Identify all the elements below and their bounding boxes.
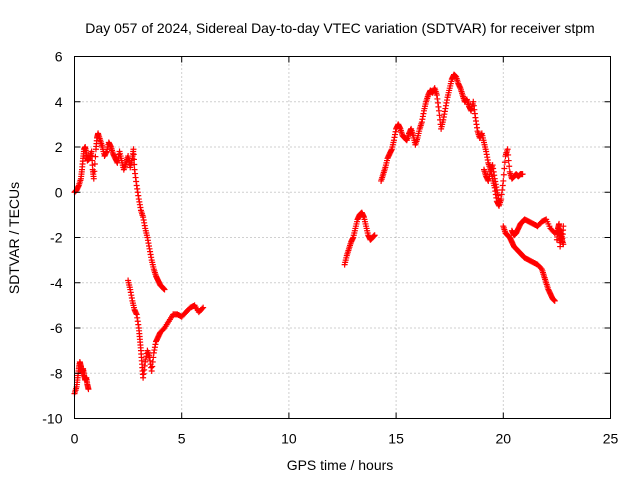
x-tick-label: 15: [388, 431, 404, 447]
data-point: [496, 198, 503, 205]
data-point: [90, 175, 97, 182]
y-tick-label: -10: [42, 411, 62, 427]
data-point: [130, 146, 137, 153]
data-point: [500, 177, 507, 184]
y-tick-label: -6: [50, 320, 63, 336]
data-point: [130, 151, 137, 158]
data-point: [505, 157, 512, 164]
data-point: [505, 151, 512, 158]
y-tick-label: 0: [55, 184, 63, 200]
data-point: [200, 304, 207, 311]
data-point: [371, 232, 378, 239]
data-points: [71, 71, 567, 397]
x-tick-label: 5: [178, 431, 186, 447]
x-axis-label: GPS time / hours: [287, 457, 394, 473]
data-point: [131, 161, 138, 168]
data-point: [560, 223, 567, 230]
data-point: [91, 168, 98, 175]
data-point: [556, 220, 563, 227]
y-tick-label: -4: [50, 275, 63, 291]
data-point: [519, 171, 526, 178]
grid-lines: [74, 56, 611, 419]
y-tick-label: 6: [55, 49, 63, 65]
data-point: [501, 159, 508, 166]
data-point: [91, 160, 98, 167]
data-point: [500, 171, 507, 178]
x-tick-label: 10: [281, 431, 297, 447]
y-tick-label: 2: [55, 139, 63, 155]
data-point: [506, 163, 513, 170]
chart-title: Day 057 of 2024, Sidereal Day-to-day VTE…: [85, 20, 594, 36]
data-point: [551, 297, 558, 304]
data-point: [199, 305, 206, 312]
x-tick-label: 0: [71, 431, 79, 447]
y-tick-label: 4: [55, 94, 63, 110]
y-tick-label: -8: [50, 365, 63, 381]
x-tick-label: 20: [496, 431, 512, 447]
y-tick-label: -2: [50, 230, 63, 246]
data-point: [85, 386, 92, 393]
data-point: [501, 165, 508, 172]
axis-ticks: 0 5 10 15 20 25 -10 -8 -6 -4 -2 0 2 4 6: [42, 49, 618, 447]
x-tick-label: 25: [603, 431, 619, 447]
data-point: [504, 146, 511, 153]
y-axis-label: SDTVAR / TECUs: [6, 182, 22, 294]
data-point: [130, 156, 137, 163]
data-point: [92, 153, 99, 160]
data-point: [161, 286, 168, 293]
